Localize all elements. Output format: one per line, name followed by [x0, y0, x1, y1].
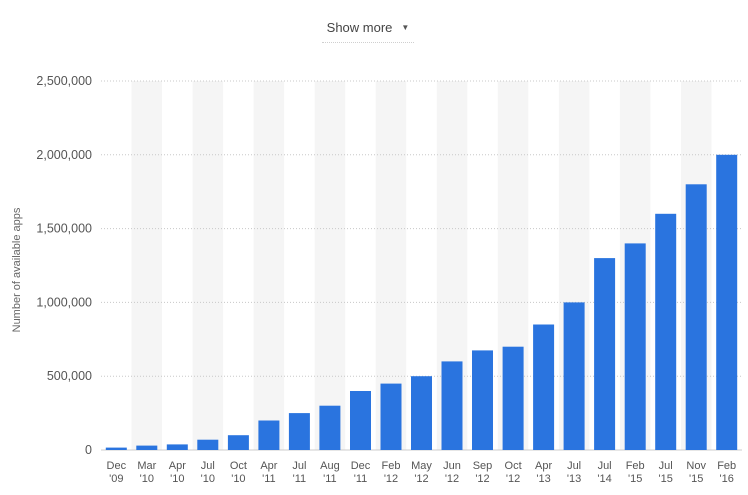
bar[interactable] — [716, 154, 738, 451]
bar[interactable] — [655, 213, 677, 450]
x-tick-label: Feb '15 — [626, 460, 645, 485]
x-tick-label: Jul '13 — [567, 460, 581, 485]
x-tick-label: Apr '10 — [169, 460, 186, 485]
x-tick-label: Jul '10 — [201, 460, 215, 485]
bar[interactable] — [533, 324, 555, 451]
y-axis-ticks: 0 500,000 1,000,000 1,500,000 2,000,000 2,500… — [36, 74, 92, 457]
x-tick-label: Jul '11 — [292, 460, 306, 485]
bar[interactable] — [563, 302, 585, 450]
background-band — [192, 81, 224, 450]
bar[interactable] — [472, 350, 493, 450]
x-tick-label: Feb '12 — [382, 460, 401, 485]
x-tick-label: Mar '10 — [137, 460, 156, 485]
x-tick-label: Nov '15 — [686, 460, 706, 485]
y-tick-label: 1,000,000 — [36, 295, 92, 309]
bar[interactable] — [441, 361, 463, 450]
x-tick-label: Apr '13 — [535, 460, 552, 485]
y-axis-label: Number of available apps — [11, 207, 23, 332]
x-tick-label: Jul '15 — [659, 460, 673, 485]
x-tick-label: May '12 — [411, 460, 432, 485]
bar[interactable] — [288, 413, 310, 450]
bar[interactable] — [166, 444, 188, 450]
y-tick-label: 2,500,000 — [36, 74, 92, 88]
x-axis-ticks: Dec '09 Mar '10 Apr '10 Jul '10 Oct '10 Apr '11 Jul '… — [107, 460, 737, 485]
y-tick-label: 0 — [85, 443, 92, 457]
show-more-button[interactable]: Show more ▼ — [322, 12, 414, 43]
x-tick-label: Dec '11 — [351, 460, 371, 485]
show-more-label: Show more — [326, 19, 393, 35]
bar[interactable] — [594, 258, 616, 450]
bar[interactable] — [197, 439, 219, 450]
bar[interactable] — [227, 435, 249, 450]
bar[interactable] — [685, 184, 707, 451]
bar[interactable] — [502, 346, 524, 450]
bar[interactable] — [319, 405, 341, 450]
bar[interactable] — [380, 383, 402, 450]
caret-down-icon: ▼ — [401, 22, 410, 32]
x-tick-label: Apr '11 — [260, 460, 277, 485]
bar[interactable] — [105, 447, 127, 450]
x-tick-label: Jul '14 — [597, 460, 611, 485]
bars — [105, 154, 738, 451]
x-tick-label: Oct '10 — [230, 460, 247, 485]
bar[interactable] — [350, 391, 371, 450]
x-tick-label: Feb '16 — [717, 460, 736, 485]
x-tick-label: Dec '09 — [107, 460, 127, 485]
x-tick-label: Sep '12 — [473, 460, 493, 485]
y-tick-label: 500,000 — [47, 369, 92, 383]
bar[interactable] — [136, 445, 158, 450]
bar[interactable] — [411, 376, 432, 450]
x-tick-label: Aug '11 — [320, 460, 340, 485]
x-tick-label: Jun '12 — [443, 460, 461, 485]
bar[interactable] — [258, 420, 280, 451]
y-tick-label: 2,000,000 — [36, 148, 92, 162]
x-tick-label: Oct '12 — [505, 460, 522, 485]
bar[interactable] — [624, 243, 646, 450]
background-band — [253, 81, 285, 450]
background-band — [131, 81, 162, 450]
y-tick-label: 1,500,000 — [36, 222, 92, 236]
background-band — [314, 81, 346, 450]
